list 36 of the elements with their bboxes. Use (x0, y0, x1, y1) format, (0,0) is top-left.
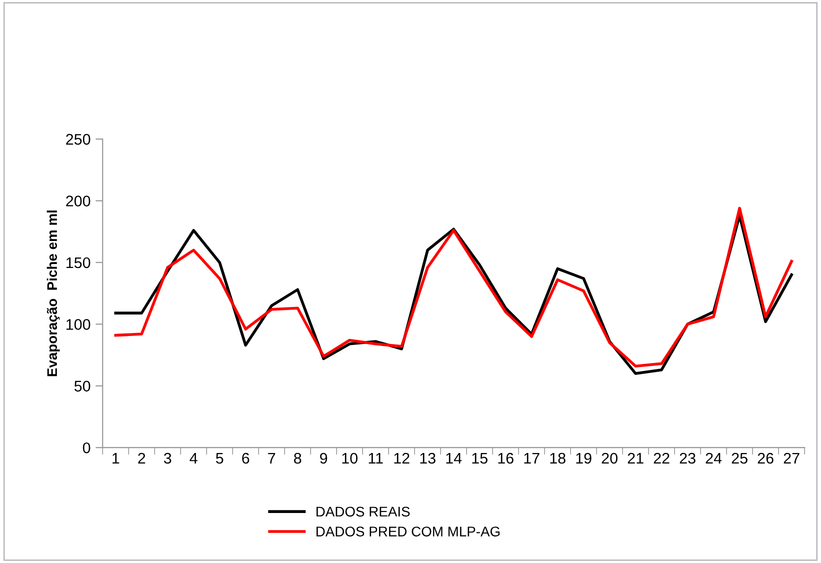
legend-label: DADOS PRED COM MLP-AG (316, 526, 500, 536)
x-tick-label: 6 (242, 452, 250, 464)
x-tick-label: 7 (268, 453, 276, 464)
x-tick-label: 15 (472, 453, 488, 464)
x-tick-label: 5 (216, 453, 224, 464)
x-tick-label: 9 (320, 452, 328, 464)
x-tick-label: 8 (294, 452, 302, 464)
x-tick-label: 27 (784, 452, 800, 464)
x-tick-label: 10 (342, 452, 358, 464)
x-tick-label: 18 (550, 452, 566, 464)
x-tick-label: 4 (190, 453, 198, 464)
x-tick-label: 17 (524, 453, 540, 464)
x-tick-label: 16 (498, 452, 514, 464)
x-tick-label: 21 (628, 452, 644, 464)
y-tick-label: 100 (66, 319, 90, 330)
x-tick-label: 1 (112, 453, 120, 464)
x-tick-label: 12 (394, 452, 410, 464)
x-tick-label: 11 (368, 453, 383, 464)
legend-label: DADOS REAIS (316, 506, 410, 517)
x-tick-label: 13 (420, 452, 436, 464)
x-tick-label: 23 (680, 452, 696, 464)
x-tick-label: 20 (602, 452, 618, 464)
y-tick-label: 250 (66, 134, 90, 145)
x-tick-label: 3 (164, 452, 172, 464)
y-tick-label: 200 (66, 196, 90, 206)
x-tick-label: 14 (446, 453, 462, 464)
x-tick-label: 22 (654, 452, 670, 464)
y-axis-title: Evaporação Piche em ml (46, 210, 60, 376)
y-tick-label: 0 (82, 442, 90, 454)
x-tick-label: 24 (706, 452, 722, 464)
x-tick-label: 25 (732, 452, 748, 464)
y-tick-label: 150 (66, 257, 90, 268)
x-tick-label: 19 (576, 452, 592, 464)
y-tick-label: 50 (74, 380, 90, 392)
x-tick-label: 26 (758, 452, 774, 464)
x-tick-label: 2 (138, 452, 146, 464)
